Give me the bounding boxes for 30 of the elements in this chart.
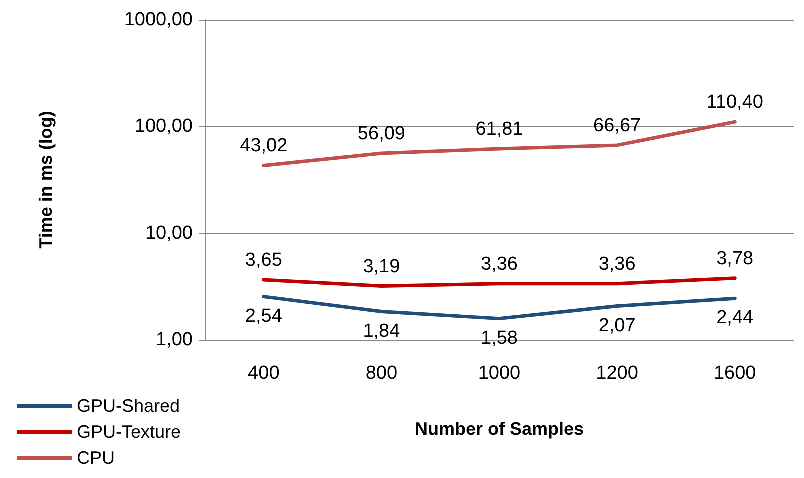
legend-label: CPU: [77, 448, 116, 468]
y-axis-title: Time in ms (log): [36, 111, 56, 249]
y-tick-label: 1000,00: [124, 10, 193, 30]
data-label: 56,09: [358, 123, 406, 144]
x-tick-label: 800: [366, 363, 398, 384]
data-label: 1,58: [481, 328, 518, 349]
data-label: 1,84: [363, 320, 401, 342]
data-label: 2,54: [245, 306, 283, 327]
data-label: 2,07: [598, 315, 636, 336]
x-tick-label: 1600: [714, 363, 756, 384]
data-label: 3,78: [716, 248, 754, 270]
data-label: 3,36: [598, 254, 636, 275]
y-tick-label: 100,00: [134, 116, 193, 138]
x-tick-label: 400: [248, 363, 280, 384]
x-tick-label: 1200: [596, 363, 638, 384]
data-label: 43,02: [240, 136, 288, 157]
x-tick-label: 1000: [478, 363, 521, 384]
data-label: 61,81: [476, 118, 524, 140]
data-label: 3,36: [481, 254, 518, 275]
data-label: 3,19: [363, 256, 400, 278]
data-label: 110,40: [706, 92, 764, 114]
line-series: [262, 276, 737, 288]
data-label: 66,67: [594, 115, 642, 136]
legend-label: GPU-Texture: [77, 422, 182, 442]
legend-label: GPU-Shared: [77, 396, 180, 416]
data-label: 2,44: [716, 308, 754, 329]
x-axis-title: Number of Samples: [414, 419, 584, 439]
y-tick-label: 10,00: [145, 222, 193, 244]
data-label: 3,65: [245, 250, 282, 272]
y-tick-label: 1,00: [156, 330, 193, 350]
